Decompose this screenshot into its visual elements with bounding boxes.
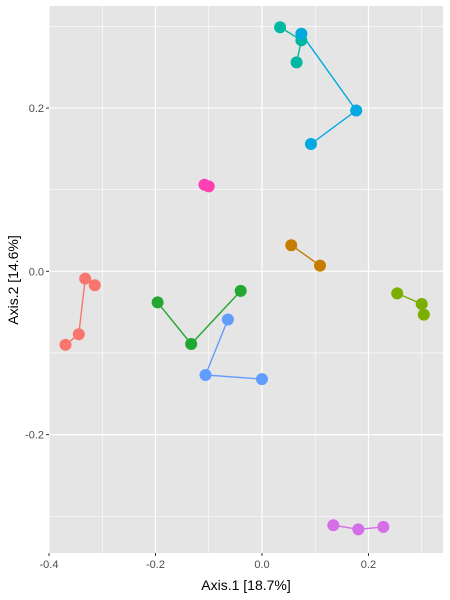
- data-point: [327, 519, 340, 532]
- data-point: [255, 373, 268, 386]
- data-point: [199, 369, 212, 382]
- x-tick-label: -0.4: [40, 559, 59, 571]
- x-axis-ticks: -0.4 -0.2 0.0 0.2: [40, 553, 376, 571]
- data-point: [377, 520, 390, 533]
- data-point: [79, 272, 92, 285]
- data-point: [234, 284, 247, 297]
- data-point: [417, 308, 430, 321]
- data-point: [350, 104, 363, 117]
- data-point: [88, 279, 101, 292]
- x-tick-label: 0.0: [254, 559, 269, 571]
- data-point: [295, 27, 308, 40]
- y-tick-label: 0.0: [29, 266, 44, 278]
- y-tick-label: -0.2: [25, 430, 44, 442]
- data-point: [151, 296, 164, 309]
- data-point: [314, 259, 327, 272]
- x-axis-title: Axis.1 [18.7%]: [201, 577, 291, 593]
- data-point: [274, 21, 287, 34]
- y-tick-label: 0.2: [29, 103, 44, 115]
- data-point: [415, 297, 428, 310]
- data-point: [285, 239, 298, 252]
- y-axis-title: Axis.2 [14.6%]: [5, 235, 21, 325]
- data-point: [391, 287, 404, 300]
- data-point: [185, 337, 198, 350]
- x-tick-label: -0.2: [146, 559, 165, 571]
- data-point: [202, 180, 215, 193]
- data-point: [304, 137, 317, 150]
- plot-panel: [49, 6, 443, 553]
- data-points: [59, 21, 430, 536]
- data-point: [221, 313, 234, 326]
- x-tick-label: 0.2: [361, 559, 376, 571]
- y-axis-ticks: -0.2 0.0 0.2: [25, 103, 49, 442]
- minor-grid: [49, 6, 443, 553]
- data-point: [352, 523, 365, 536]
- data-point: [290, 56, 303, 69]
- data-point: [72, 328, 85, 341]
- data-point: [59, 338, 72, 351]
- major-grid: [48, 6, 443, 553]
